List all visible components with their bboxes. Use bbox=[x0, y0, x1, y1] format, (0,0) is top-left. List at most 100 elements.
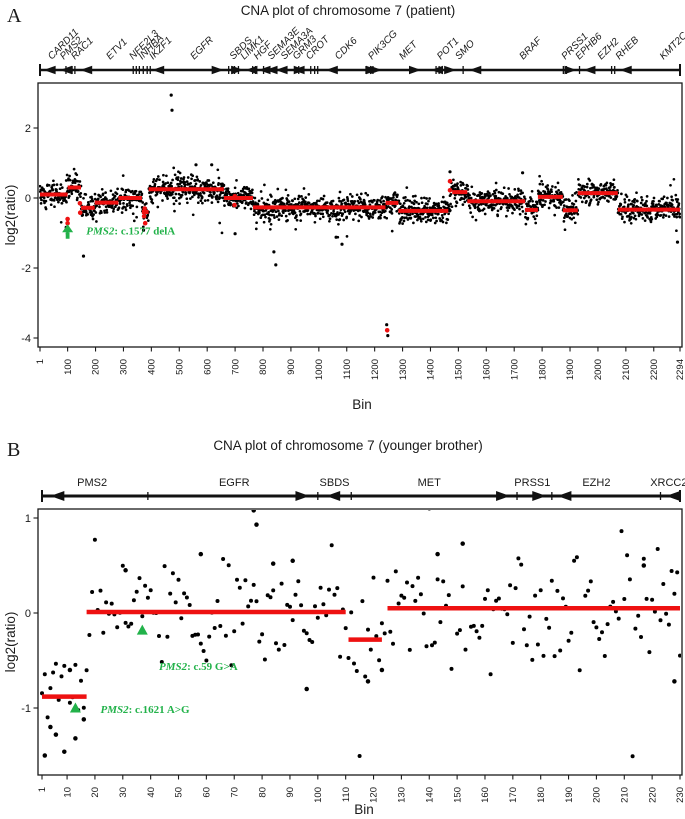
gene-track-a bbox=[39, 64, 681, 76]
x-tick-label: 1600 bbox=[481, 359, 492, 380]
x-tick-label: 800 bbox=[258, 359, 269, 375]
x-tick-label: 160 bbox=[480, 787, 491, 803]
x-tick-label: 1500 bbox=[454, 359, 465, 380]
x-tick-label: 50 bbox=[174, 787, 185, 798]
panel-b-y-axis-label: log2(ratio) bbox=[3, 612, 18, 673]
x-tick-label: 1200 bbox=[370, 359, 381, 380]
x-tick-label: 120 bbox=[369, 787, 380, 803]
panel-a-y-axis-label: log2(ratio) bbox=[3, 185, 18, 246]
x-tick-label: 100 bbox=[313, 787, 324, 803]
panel-a-title: CNA plot of chromosome 7 (patient) bbox=[241, 3, 456, 18]
x-tick-label: 500 bbox=[174, 359, 185, 375]
mutation-arrow-stem bbox=[65, 232, 70, 239]
cnv-segments-b bbox=[42, 606, 680, 699]
x-tick-label: 1700 bbox=[509, 359, 520, 380]
x-tick-label: 1000 bbox=[314, 359, 325, 380]
gene-track-b bbox=[41, 490, 681, 502]
x-tick-label: 1 bbox=[37, 787, 48, 792]
panel-a-letter: A bbox=[7, 5, 22, 27]
y-tick-label: -2 bbox=[21, 263, 31, 275]
panel-b-mutation-annotation-1: PMS2: c.59 G>A bbox=[159, 661, 238, 673]
y-tick-label: 2 bbox=[25, 123, 31, 135]
x-tick-label: 900 bbox=[286, 359, 297, 375]
gene-label: KMT2C bbox=[658, 30, 685, 62]
gene-label: PIK3CG bbox=[366, 28, 400, 62]
plot-box-b bbox=[37, 508, 683, 776]
annotation-gene-name: PMS2 bbox=[86, 225, 115, 237]
axis-ticks-b bbox=[33, 517, 681, 780]
gene-label: EZH2 bbox=[582, 477, 610, 489]
panel-b-title: CNA plot of chromosome 7 (younger brothe… bbox=[213, 438, 482, 453]
x-tick-label: 230 bbox=[675, 787, 685, 803]
y-tick-label: -4 bbox=[21, 333, 31, 345]
gene-label: PRSS1 bbox=[514, 477, 550, 489]
x-tick-label: 1 bbox=[35, 359, 46, 364]
x-tick-label: 2100 bbox=[621, 359, 632, 380]
panel-b-letter: B bbox=[7, 439, 20, 461]
cnv-segments-a bbox=[40, 185, 680, 214]
panel-a-x-axis-label: Bin bbox=[352, 397, 372, 412]
axis-tick-labels-a: 1 100 200 300 400 500 600 700 800 900 1000 1100 1200… bbox=[21, 123, 685, 380]
x-tick-label: 180 bbox=[536, 787, 547, 803]
x-tick-label: 40 bbox=[146, 787, 157, 798]
axis-ticks-a bbox=[33, 127, 681, 352]
x-tick-label: 20 bbox=[90, 787, 101, 798]
gene-label: BRAF bbox=[517, 35, 544, 62]
x-tick-label: 220 bbox=[647, 787, 658, 803]
panel-b-mutation-annotation-2: PMS2: c.1621 A>G bbox=[101, 704, 191, 716]
gene-labels-b: PMS2 EGFR SBDS MET PRSS1 EZH2 XRCC2 bbox=[77, 477, 685, 489]
gene-label: ETV1 bbox=[104, 37, 129, 62]
mutation-triangle-icon bbox=[69, 702, 81, 713]
gene-label: MET bbox=[397, 39, 420, 62]
gene-label: XRCC2 bbox=[650, 477, 685, 489]
x-tick-label: 1100 bbox=[342, 359, 353, 379]
x-tick-label: 210 bbox=[619, 787, 630, 803]
x-tick-label: 170 bbox=[508, 787, 519, 803]
x-tick-label: 400 bbox=[147, 359, 158, 375]
x-tick-label: 200 bbox=[592, 787, 603, 803]
panel-a-mutation-annotation: PMS2: c.1577 delA bbox=[86, 225, 175, 237]
x-tick-label: 2000 bbox=[593, 359, 604, 380]
x-tick-label: 1900 bbox=[565, 359, 576, 380]
x-tick-label: 70 bbox=[229, 787, 240, 798]
annotation-variant: : c.1577 delA bbox=[114, 225, 175, 237]
annotation-variant: : c.1621 A>G bbox=[129, 704, 190, 716]
mutation-markers-a bbox=[62, 224, 74, 239]
x-tick-label: 150 bbox=[452, 787, 463, 803]
cnv-red-points-a bbox=[65, 178, 453, 333]
x-tick-label: 130 bbox=[397, 787, 408, 803]
x-tick-label: 1300 bbox=[398, 359, 409, 380]
annotation-variant: : c.59 G>A bbox=[187, 661, 238, 673]
x-tick-label: 100 bbox=[63, 359, 74, 375]
x-tick-label: 30 bbox=[118, 787, 129, 798]
x-tick-label: 90 bbox=[285, 787, 296, 798]
x-tick-label: 60 bbox=[202, 787, 213, 798]
x-tick-label: 190 bbox=[564, 787, 575, 803]
gene-label: RHEB bbox=[614, 34, 642, 62]
x-tick-label: 10 bbox=[62, 787, 73, 798]
mutation-arrow-icon bbox=[62, 224, 74, 233]
axis-tick-labels-b: 1 10 20 30 40 50 60 70 80 90 100 110 120 130 140 150 160… bbox=[21, 513, 685, 803]
gene-label: MET bbox=[418, 477, 442, 489]
y-tick-label: 0 bbox=[25, 193, 31, 205]
gene-label: CDK6 bbox=[333, 35, 360, 62]
gene-label: SBDS bbox=[320, 477, 350, 489]
gene-label: EGFR bbox=[219, 477, 250, 489]
x-tick-label: 2200 bbox=[649, 359, 660, 380]
x-tick-label: 700 bbox=[230, 359, 241, 375]
mutation-triangle-icon bbox=[136, 624, 148, 635]
x-tick-label: 140 bbox=[424, 787, 435, 803]
mutation-markers-b bbox=[69, 624, 148, 713]
x-tick-label: 110 bbox=[341, 787, 352, 802]
y-tick-label: 0 bbox=[25, 608, 31, 620]
x-tick-label: 80 bbox=[257, 787, 268, 798]
y-tick-label: -1 bbox=[21, 703, 31, 715]
x-tick-label: 600 bbox=[202, 359, 213, 375]
annotation-gene-name: PMS2 bbox=[101, 704, 130, 716]
x-tick-label: 200 bbox=[91, 359, 102, 375]
